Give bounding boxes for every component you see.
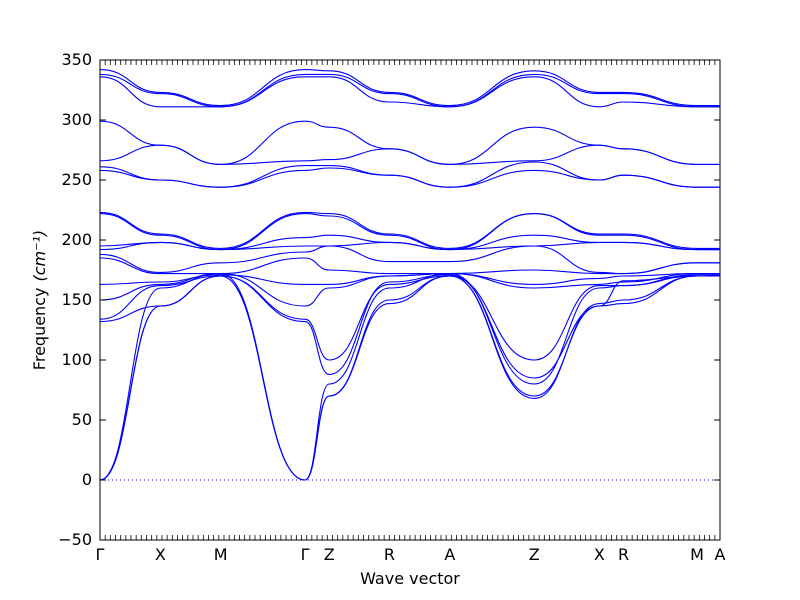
x-symmetry-point-label: A: [715, 545, 726, 564]
x-symmetry-point-label: X: [594, 545, 605, 564]
phonon-band-line: [99, 245, 720, 275]
y-tick-label: 250: [61, 170, 92, 189]
x-symmetry-point-label: Γ: [96, 545, 105, 564]
phonon-band-line: [99, 69, 720, 107]
phonon-band-line: [99, 161, 720, 188]
x-symmetry-point-label: A: [444, 545, 455, 564]
y-ticks: −50 0 50 100 150 200 250 300 350: [58, 50, 720, 549]
y-tick-label: 150: [61, 290, 92, 309]
y-axis-label: Frequency: [30, 288, 49, 371]
y-tick-label: 300: [61, 110, 92, 129]
y-tick-label: 350: [61, 50, 92, 69]
x-symmetry-point-label: Z: [324, 545, 335, 564]
y-tick-label: 50: [72, 410, 92, 429]
phonon-band-line: [99, 213, 720, 251]
x-symmetry-point-label: X: [155, 545, 166, 564]
x-symmetry-point-label: R: [384, 545, 395, 564]
x-symmetry-point-label: M: [690, 545, 704, 564]
y-axis-title: Frequency (cm⁻¹): [30, 230, 49, 370]
phonon-band-line: [99, 211, 720, 249]
x-symmetry-point-label: R: [618, 545, 629, 564]
y-axis-unit: (cm⁻¹): [30, 230, 49, 282]
phonon-band-line: [99, 273, 721, 285]
y-tick-label: 100: [61, 350, 92, 369]
plot-area: [100, 60, 720, 540]
x-symmetry-point-label: Z: [529, 545, 540, 564]
plot-frame: [99, 59, 721, 541]
bands-layer: [99, 69, 721, 481]
phonon-band-line: [99, 120, 721, 165]
y-tick-label: 0: [82, 470, 92, 489]
y-tick-label: 200: [61, 230, 92, 249]
phonon-band-line: [99, 275, 720, 361]
phonon-band-line: [99, 73, 720, 108]
x-axis-title: Wave vector: [360, 569, 460, 588]
x-symmetry-point-label: M: [214, 545, 228, 564]
y-tick-label: −50: [58, 530, 92, 549]
x-symmetry-point-label: Γ: [301, 545, 310, 564]
